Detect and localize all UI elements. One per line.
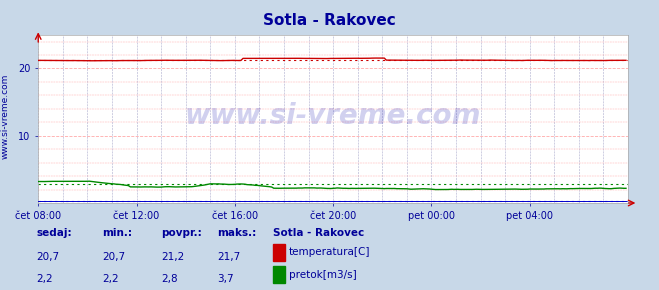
Text: min.:: min.: — [102, 228, 132, 238]
Text: 21,7: 21,7 — [217, 251, 241, 262]
Text: 3,7: 3,7 — [217, 274, 234, 284]
Text: 2,2: 2,2 — [102, 274, 119, 284]
Text: 20,7: 20,7 — [36, 251, 59, 262]
Text: 20,7: 20,7 — [102, 251, 125, 262]
Text: pretok[m3/s]: pretok[m3/s] — [289, 269, 357, 280]
Text: Sotla - Rakovec: Sotla - Rakovec — [263, 13, 396, 28]
Text: 21,2: 21,2 — [161, 251, 185, 262]
Text: maks.:: maks.: — [217, 228, 257, 238]
Text: www.si-vreme.com: www.si-vreme.com — [1, 73, 10, 159]
Text: www.si-vreme.com: www.si-vreme.com — [185, 102, 481, 130]
Text: povpr.:: povpr.: — [161, 228, 202, 238]
Text: temperatura[C]: temperatura[C] — [289, 247, 370, 257]
Text: Sotla - Rakovec: Sotla - Rakovec — [273, 228, 364, 238]
Text: sedaj:: sedaj: — [36, 228, 72, 238]
Text: 2,8: 2,8 — [161, 274, 178, 284]
Text: 2,2: 2,2 — [36, 274, 53, 284]
